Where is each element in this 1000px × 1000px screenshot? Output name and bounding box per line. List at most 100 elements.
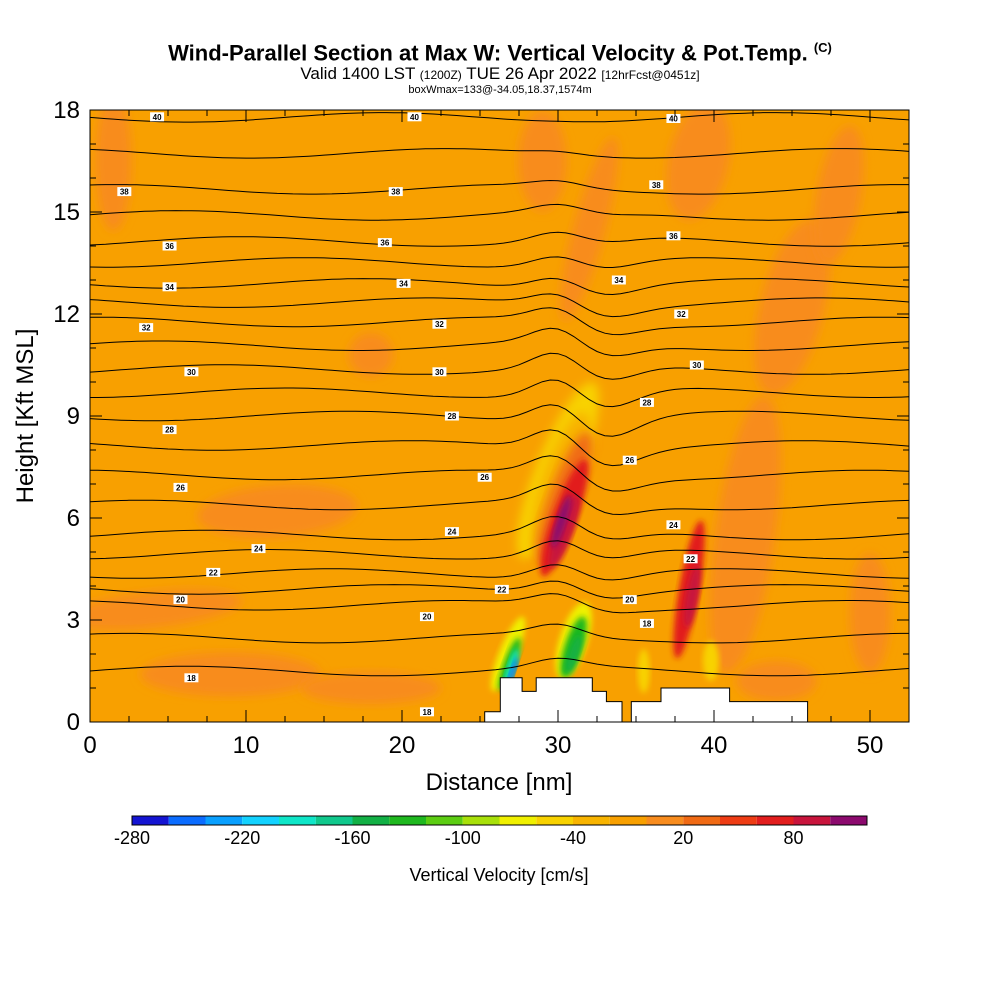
theta-label-box: [494, 584, 509, 594]
theta-label: 28: [162, 425, 177, 435]
theta-label-box: [683, 554, 698, 564]
theta-label: 26: [622, 455, 637, 465]
velocity-cell: [95, 110, 132, 231]
theta-label: 34: [611, 275, 626, 285]
theta-label-text: 38: [391, 188, 400, 197]
velocity-cell: [565, 634, 582, 674]
theta-label-box: [666, 231, 681, 241]
theta-label-box: [117, 187, 132, 197]
colorbar-swatch: [830, 816, 867, 825]
colorbar-swatch: [279, 816, 316, 825]
colorbar-swatch: [573, 816, 610, 825]
theta-label-text: 32: [142, 324, 151, 333]
terrain-mask: [484, 677, 809, 722]
theta-label: 26: [173, 482, 188, 492]
x-tick-label: 30: [545, 732, 572, 759]
velocity-field-shading: [90, 110, 890, 704]
velocity-cell: [850, 553, 890, 674]
colorbar-swatch: [536, 816, 573, 825]
theta-label: 20: [173, 595, 188, 605]
theta-label-box: [162, 425, 177, 435]
theta-label-text: 18: [187, 674, 196, 683]
x-tick-label: 0: [83, 732, 96, 759]
theta-label-text: 36: [669, 232, 678, 241]
theta-label-text: 24: [447, 528, 456, 537]
theta-label: 28: [639, 397, 654, 407]
theta-label-box: [139, 323, 154, 333]
colorbar-swatch: [499, 816, 537, 825]
velocity-cell: [197, 484, 358, 538]
theta-label-box: [173, 595, 188, 605]
theta-label: 32: [674, 309, 689, 319]
theta-label-text: 26: [625, 456, 634, 465]
theta-label-text: 20: [176, 596, 185, 605]
theta-contour: [90, 203, 909, 221]
theta-contour: [90, 379, 909, 408]
theta-label: 38: [649, 180, 664, 190]
colorbar-swatch: [720, 816, 757, 825]
velocity-cell: [560, 137, 619, 321]
theta-contour: [90, 352, 909, 380]
colorbar: -280 -220 -160 -100 -40 20 80: [114, 815, 868, 848]
theta-label: 40: [150, 112, 165, 122]
theta-label: 24: [444, 527, 459, 537]
theta-label-box: [622, 455, 637, 465]
colorbar-swatch: [205, 816, 243, 825]
colorbar-swatch: [426, 816, 463, 825]
colorbar-swatch: [132, 816, 169, 825]
theta-contour: [90, 429, 909, 467]
theta-contour: [90, 623, 909, 644]
theta-label-box: [639, 618, 654, 628]
theta-label-box: [377, 238, 392, 248]
theta-label-box: [666, 114, 681, 123]
colorbar-tick-label: -160: [334, 828, 370, 848]
theta-label-text: 26: [176, 483, 185, 492]
theta-label-box: [674, 309, 689, 319]
theta-label-box: [162, 282, 177, 292]
theta-label-box: [173, 482, 188, 492]
velocity-cell: [709, 396, 781, 674]
theta-contour: [90, 404, 909, 437]
theta-label-box: [432, 319, 447, 329]
theta-contour: [90, 564, 909, 581]
theta-label-text: 28: [642, 398, 651, 407]
theta-label-box: [150, 112, 165, 122]
chart-title: Wind-Parallel Section at Max W: Vertical…: [0, 36, 1000, 65]
theta-label-text: 36: [380, 239, 389, 248]
theta-label: 24: [666, 520, 681, 530]
theta-label-box: [611, 275, 626, 285]
theta-label-box: [419, 612, 434, 622]
theta-label: 26: [477, 472, 492, 482]
colorbar-frame: [131, 815, 868, 826]
x-tick-label: 40: [701, 732, 728, 759]
valid-time-utc: (1200Z): [419, 68, 462, 83]
theta-label: 36: [162, 241, 177, 251]
theta-label-text: 30: [435, 368, 444, 377]
theta-contour: [90, 657, 909, 677]
theta-label-text: 20: [423, 613, 432, 622]
theta-label-text: 32: [677, 310, 686, 319]
theta-label: 30: [184, 367, 199, 377]
theta-label: 22: [206, 567, 221, 577]
theta-label: 32: [139, 323, 154, 333]
theta-contour: [90, 540, 909, 560]
theta-label: 22: [494, 584, 509, 594]
chart-subtitle: Valid 1400 LST (1200Z) TUE 26 Apr 2022 […: [0, 65, 1000, 84]
theta-label: 40: [666, 114, 681, 124]
theta-label-box: [407, 112, 422, 122]
theta-label: 18: [184, 673, 199, 683]
theta-label: 32: [432, 319, 447, 329]
colorbar-tick-label: -40: [560, 828, 586, 848]
theta-label: 34: [162, 282, 177, 292]
theta-contour: [90, 483, 909, 516]
velocity-cell: [90, 589, 242, 631]
chart-title-block: Wind-Parallel Section at Max W: Vertical…: [0, 36, 1000, 97]
theta-label-text: 28: [447, 412, 456, 421]
theta-label-text: 22: [209, 568, 218, 577]
theta-label: 28: [444, 411, 459, 421]
theta-contour: [90, 148, 909, 159]
velocity-cell: [637, 649, 650, 693]
colorbar-swatch: [683, 816, 720, 825]
theta-label-text: 24: [669, 521, 678, 530]
